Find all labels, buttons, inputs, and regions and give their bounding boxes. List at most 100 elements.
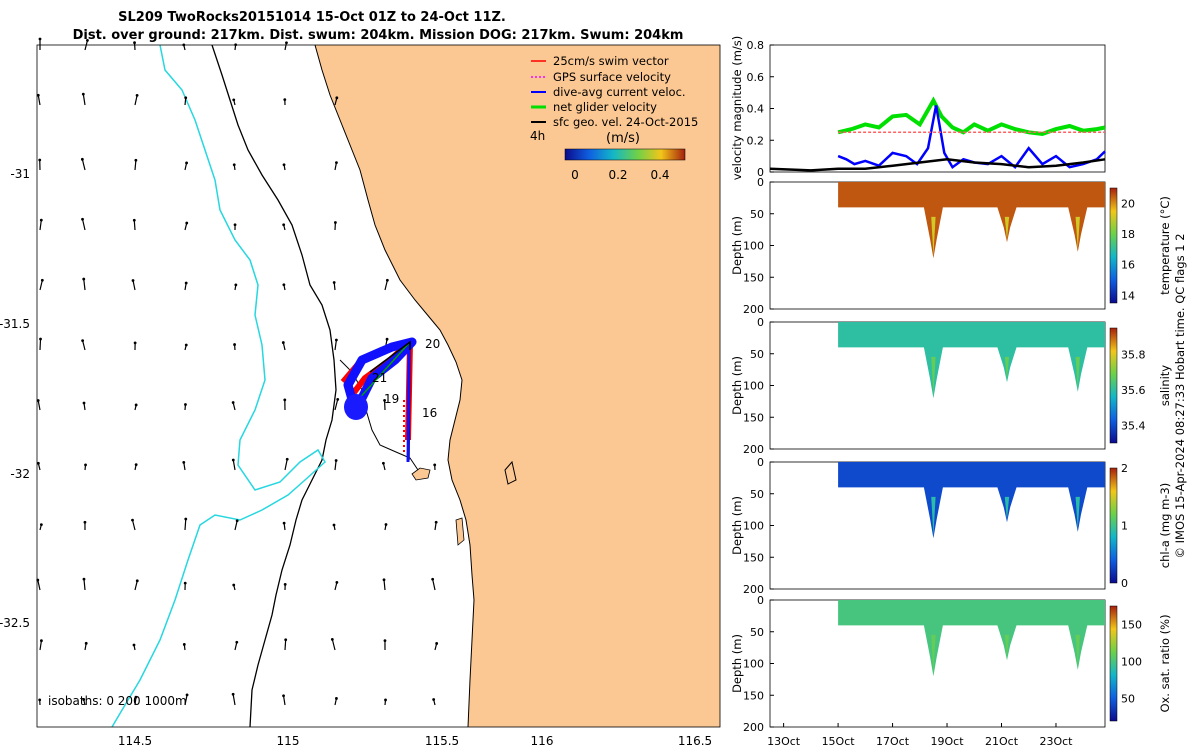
vector-arrow bbox=[184, 694, 188, 706]
vector-arrow bbox=[37, 400, 41, 411]
title-line-2: Dist. over ground: 217km. Dist. swum: 20… bbox=[73, 28, 684, 43]
vector-head bbox=[330, 637, 334, 641]
vector-arrow bbox=[334, 460, 337, 471]
speed-colorbar bbox=[564, 148, 686, 161]
vector-arrow bbox=[132, 280, 136, 291]
vector-head bbox=[38, 698, 42, 702]
glider-track: 20 21 19 16 bbox=[340, 337, 440, 463]
depth-tick-label: 50 bbox=[750, 208, 764, 221]
dive-column bbox=[1004, 356, 1010, 380]
time-tick-label: 17Oct bbox=[876, 735, 910, 748]
day-label-16: 16 bbox=[422, 406, 437, 420]
vector-head bbox=[182, 460, 186, 464]
colorbar-tick-0.4: 0.4 bbox=[650, 168, 669, 182]
title-line-1: SL209 TwoRocks20151014 15-Oct 01Z to 24-… bbox=[118, 10, 506, 25]
vector-head bbox=[40, 639, 43, 643]
section-colorbar bbox=[1109, 187, 1118, 304]
vector-head bbox=[332, 281, 336, 284]
vector-head bbox=[383, 639, 387, 643]
vector-head bbox=[131, 279, 135, 282]
section-panel-temperature: 0 50 100 150 200 Depth (m) 14 16 18 20 temperature… bbox=[730, 176, 1172, 316]
dive-column bbox=[1004, 496, 1010, 520]
vector-arrow bbox=[334, 339, 337, 351]
vector-head bbox=[39, 218, 43, 222]
colorbar-tick-0: 0 bbox=[571, 168, 579, 182]
vector-head bbox=[38, 37, 42, 41]
time-tick-label: 15Oct bbox=[822, 735, 856, 748]
vector-head bbox=[134, 463, 138, 467]
depth-tick-label: 50 bbox=[750, 488, 764, 501]
section-colorbar bbox=[1109, 327, 1118, 444]
time-tick-label: 19Oct bbox=[931, 735, 965, 748]
vector-arrow bbox=[39, 280, 43, 291]
time-axis-ticks: 13Oct 15Oct 17Oct 19Oct 21Oct 23Oct bbox=[767, 723, 1073, 748]
vector-head bbox=[82, 277, 86, 281]
depth-tick-label: 150 bbox=[743, 271, 764, 284]
legend-swim-label: 25cm/s swim vector bbox=[553, 54, 669, 68]
vector-arrow bbox=[37, 579, 41, 591]
island-small bbox=[455, 517, 465, 546]
time-tick-label: 23Oct bbox=[1039, 735, 1073, 748]
depth-tick-label: 100 bbox=[743, 520, 764, 533]
colorbar-tick-label: 100 bbox=[1121, 656, 1142, 669]
map-legend: 25cm/s swim vector GPS surface velocity … bbox=[530, 54, 698, 182]
vector-head bbox=[332, 523, 336, 527]
colorbar-tick-label: 35.4 bbox=[1121, 419, 1146, 432]
series-net-glider-velocity bbox=[837, 96, 1106, 136]
depth-tick-label: 200 bbox=[743, 443, 764, 456]
vector-head bbox=[38, 158, 42, 162]
vector-head bbox=[184, 281, 188, 285]
vector-head bbox=[182, 43, 186, 47]
vector-head bbox=[36, 578, 40, 582]
vector-head bbox=[434, 520, 438, 524]
depth-tick-label: 0 bbox=[757, 176, 764, 189]
colorbar-tick-label: 2 bbox=[1121, 462, 1128, 475]
vector-head bbox=[36, 399, 40, 402]
vector-head bbox=[81, 217, 84, 221]
vector-head bbox=[182, 643, 186, 646]
dive-column bbox=[931, 216, 936, 256]
depth-axis-label: Depth (m) bbox=[730, 634, 744, 693]
lat-tick-32: -32 bbox=[10, 467, 30, 481]
vector-head bbox=[84, 463, 87, 467]
island bbox=[411, 467, 431, 481]
vector-head bbox=[134, 695, 138, 699]
vector-head bbox=[83, 520, 87, 524]
legend-sfc-label: sfc geo. vel. 24-Oct-2015 bbox=[553, 115, 698, 129]
lon-tick-116.5: 116.5 bbox=[678, 734, 712, 748]
depth-axis-label: Depth (m) bbox=[730, 356, 744, 415]
colorbar-tick-0.2: 0.2 bbox=[608, 168, 627, 182]
map-panel: 20 21 19 16 25cm/s swim vector GPS surfa… bbox=[0, 37, 721, 748]
dive-column bbox=[1075, 356, 1080, 390]
vector-arrow bbox=[184, 519, 187, 531]
section-panel-salinity: 0 50 100 150 200 Depth (m) 35.4 35.6 35.8 salinit… bbox=[730, 316, 1172, 456]
legend-gps-label: GPS surface velocity bbox=[553, 70, 671, 84]
vector-arrow bbox=[234, 520, 238, 531]
vector-head bbox=[285, 457, 289, 461]
vector-head bbox=[234, 283, 238, 287]
dive-column bbox=[931, 356, 936, 396]
dive-column bbox=[931, 634, 936, 674]
vector-head bbox=[435, 642, 439, 645]
vector-head bbox=[132, 218, 136, 222]
vector-head bbox=[282, 163, 286, 167]
legend-dive-label: dive-avg current veloc. bbox=[553, 85, 686, 99]
section-data bbox=[838, 462, 1105, 539]
colorbar-tick-label: 35.6 bbox=[1121, 384, 1146, 397]
depth-tick-label: 200 bbox=[743, 721, 764, 734]
section-colorbar bbox=[1109, 605, 1118, 722]
dive-column bbox=[1075, 496, 1080, 530]
colorbar-label: salinity bbox=[1158, 365, 1172, 406]
time-tick-label: 13Oct bbox=[767, 735, 801, 748]
colorbar-label: Ox. sat. ratio (%) bbox=[1158, 614, 1172, 712]
colorbar-title: (m/s) bbox=[606, 131, 640, 146]
velocity-vector-field bbox=[36, 37, 439, 706]
colorbar-tick-label: 16 bbox=[1121, 259, 1135, 272]
lon-tick-114.5: 114.5 bbox=[118, 734, 152, 748]
isobath-1000m bbox=[111, 45, 326, 727]
vector-head bbox=[335, 161, 338, 165]
vector-head bbox=[185, 161, 188, 165]
vector-arrow bbox=[39, 338, 42, 351]
vector-head bbox=[82, 698, 86, 701]
vector-arrow bbox=[284, 639, 287, 651]
